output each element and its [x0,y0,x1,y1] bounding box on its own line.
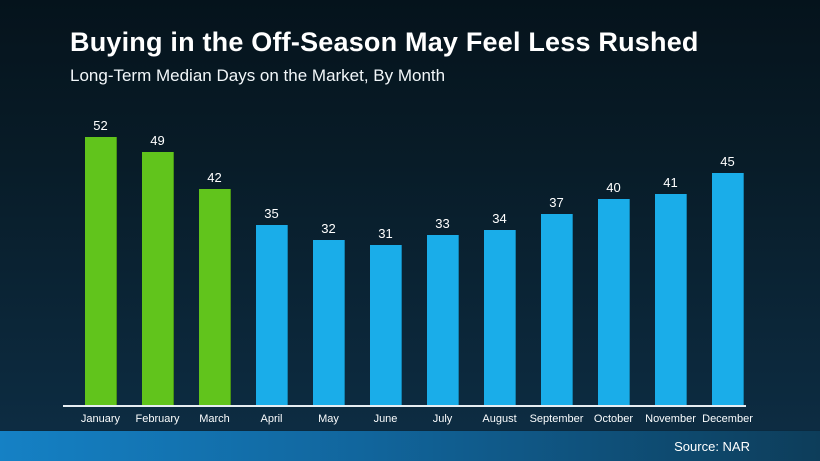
bar-december [711,173,744,405]
bar-value-label: 35 [264,206,279,221]
chart-subtitle: Long-Term Median Days on the Market, By … [70,66,446,86]
bar-january [84,137,117,405]
month-label-august: August [482,413,517,425]
bar-column-july: 33 [414,118,471,405]
bar-june [369,245,402,405]
bar-value-label: 49 [150,133,165,148]
month-label-november: November [645,413,696,425]
source-text: Source: NAR [674,438,750,454]
bar-column-january: 52 [72,118,129,405]
month-label-september: September [529,413,584,425]
bar-column-august: 34 [471,118,528,405]
month-label-july: July [432,413,453,425]
month-label-february: February [135,413,180,425]
bar-column-june: 31 [357,118,414,405]
chart-header: Buying in the Off-Season May Feel Less R… [70,27,699,86]
bar-july [426,235,459,405]
bar-august [483,230,516,405]
bar-value-label: 37 [549,195,564,210]
plot-area: 52 49 42 35 32 31 33 34 37 40 41 45 [72,118,756,405]
bar-value-label: 41 [663,175,678,190]
bar-february [141,152,174,405]
bar-value-label: 34 [492,211,507,226]
bar-value-label: 42 [207,170,222,185]
bar-value-label: 33 [435,216,450,231]
bar-value-label: 40 [606,180,621,195]
bar-september [540,214,573,405]
bar-column-october: 40 [585,118,642,405]
bar-may [312,240,345,405]
bar-march [198,189,231,405]
month-label-march: March [199,413,230,425]
month-label-june: June [373,413,398,425]
bar-value-label: 45 [720,154,735,169]
month-label-october: October [593,413,634,425]
bar-october [597,199,630,405]
x-axis-baseline [63,405,746,407]
month-label-december: December [702,413,753,425]
bar-column-march: 42 [186,118,243,405]
bar-value-label: 52 [93,118,108,133]
bar-column-april: 35 [243,118,300,405]
bar-column-may: 32 [300,118,357,405]
bar-november [654,194,687,405]
bar-column-february: 49 [129,118,186,405]
bar-column-november: 41 [642,118,699,405]
bar-column-september: 37 [528,118,585,405]
month-labels-row: January February March April May June July Augu… [72,410,756,428]
bar-column-december: 45 [699,118,756,405]
footer-band: Source: NAR [0,430,820,461]
bar-april [255,225,288,405]
bar-value-label: 32 [321,221,336,236]
month-label-april: April [260,413,283,425]
chart-title: Buying in the Off-Season May Feel Less R… [70,27,699,57]
bar-value-label: 31 [378,226,393,241]
month-label-may: May [318,413,339,425]
month-label-january: January [80,413,121,425]
